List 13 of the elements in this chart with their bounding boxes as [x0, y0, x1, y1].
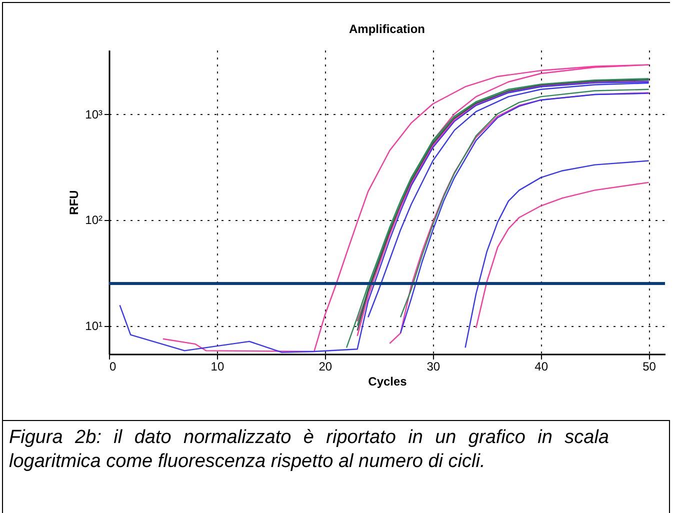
x-tick-label: 0 — [110, 360, 116, 374]
x-tick-label: 20 — [318, 360, 332, 374]
y-tick-label: 10³ — [85, 107, 103, 122]
x-tick-label: 30 — [426, 360, 440, 374]
text: Figura 2b: il dato normalizzato è riportato in un grafico in scala logaritmica come fluorescenza rispetto al numero di cicli. — [9, 426, 609, 474]
x-tick-label: 10 — [210, 360, 224, 374]
x-tick-label: 40 — [534, 360, 548, 374]
x-tick-label: 50 — [642, 360, 656, 374]
x-axis-title: Cycles — [368, 374, 408, 388]
y-tick-label: 10¹ — [85, 319, 103, 334]
chart-title: Amplification — [348, 22, 426, 36]
y-axis-title: RFU — [67, 190, 82, 215]
y-tick-label: 10² — [85, 213, 103, 228]
